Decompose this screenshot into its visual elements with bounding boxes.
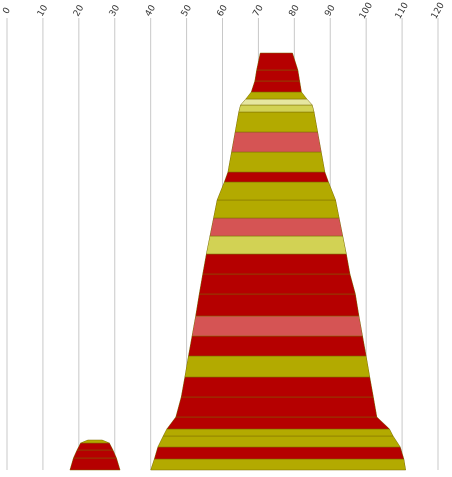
- x-tick-label: 80: [287, 3, 302, 18]
- band-main-19: [231, 131, 322, 153]
- x-tick-labels: 0 10 20 30 40 50 60 70 80 90 100 110 120: [2, 1, 448, 21]
- x-tick-label: 0: [2, 6, 14, 16]
- shape-main: [150, 52, 406, 471]
- plot-bands: [69, 52, 406, 471]
- band-main-9: [191, 315, 363, 337]
- band-main-17: [223, 171, 329, 183]
- band-main-26: [256, 52, 299, 71]
- x-tick-label: 90: [323, 3, 338, 18]
- band-small-3: [80, 439, 110, 444]
- x-tick-label: 40: [144, 3, 159, 18]
- band-small-1: [73, 449, 117, 459]
- band-main-0: [150, 458, 406, 471]
- x-tick-label: 60: [216, 3, 231, 18]
- band-main-15: [213, 199, 340, 219]
- x-tick-label: 50: [180, 3, 195, 18]
- band-main-8: [188, 335, 367, 357]
- band-small-0: [69, 457, 121, 471]
- x-tick-label: 30: [108, 3, 123, 18]
- shape-small: [69, 439, 121, 471]
- band-main-13: [205, 235, 347, 255]
- x-tick-label: 20: [72, 3, 87, 18]
- band-main-14: [209, 217, 344, 237]
- band-main-5: [175, 396, 378, 418]
- band-main-16: [216, 181, 336, 201]
- band-main-1: [153, 446, 405, 460]
- band-main-22: [239, 98, 313, 106]
- band-main-24: [250, 80, 302, 93]
- band-main-20: [234, 111, 318, 133]
- band-main-23: [245, 91, 308, 100]
- band-main-10: [195, 293, 360, 317]
- x-tick-label: 120: [430, 1, 447, 21]
- x-tick-label: 100: [358, 1, 375, 21]
- band-main-2: [157, 435, 401, 448]
- band-main-21: [238, 104, 315, 113]
- x-tick-label: 10: [36, 3, 51, 18]
- band-main-11: [198, 273, 356, 295]
- band-main-4: [166, 416, 391, 430]
- band-small-2: [76, 442, 114, 451]
- band-main-6: [180, 376, 374, 398]
- band-main-7: [184, 355, 371, 378]
- x-tick-label: 70: [251, 3, 266, 18]
- band-main-18: [227, 151, 326, 173]
- band-main-12: [202, 253, 351, 275]
- band-main-25: [254, 69, 300, 82]
- band-main-3: [162, 428, 394, 437]
- x-tick-label: 110: [394, 1, 411, 21]
